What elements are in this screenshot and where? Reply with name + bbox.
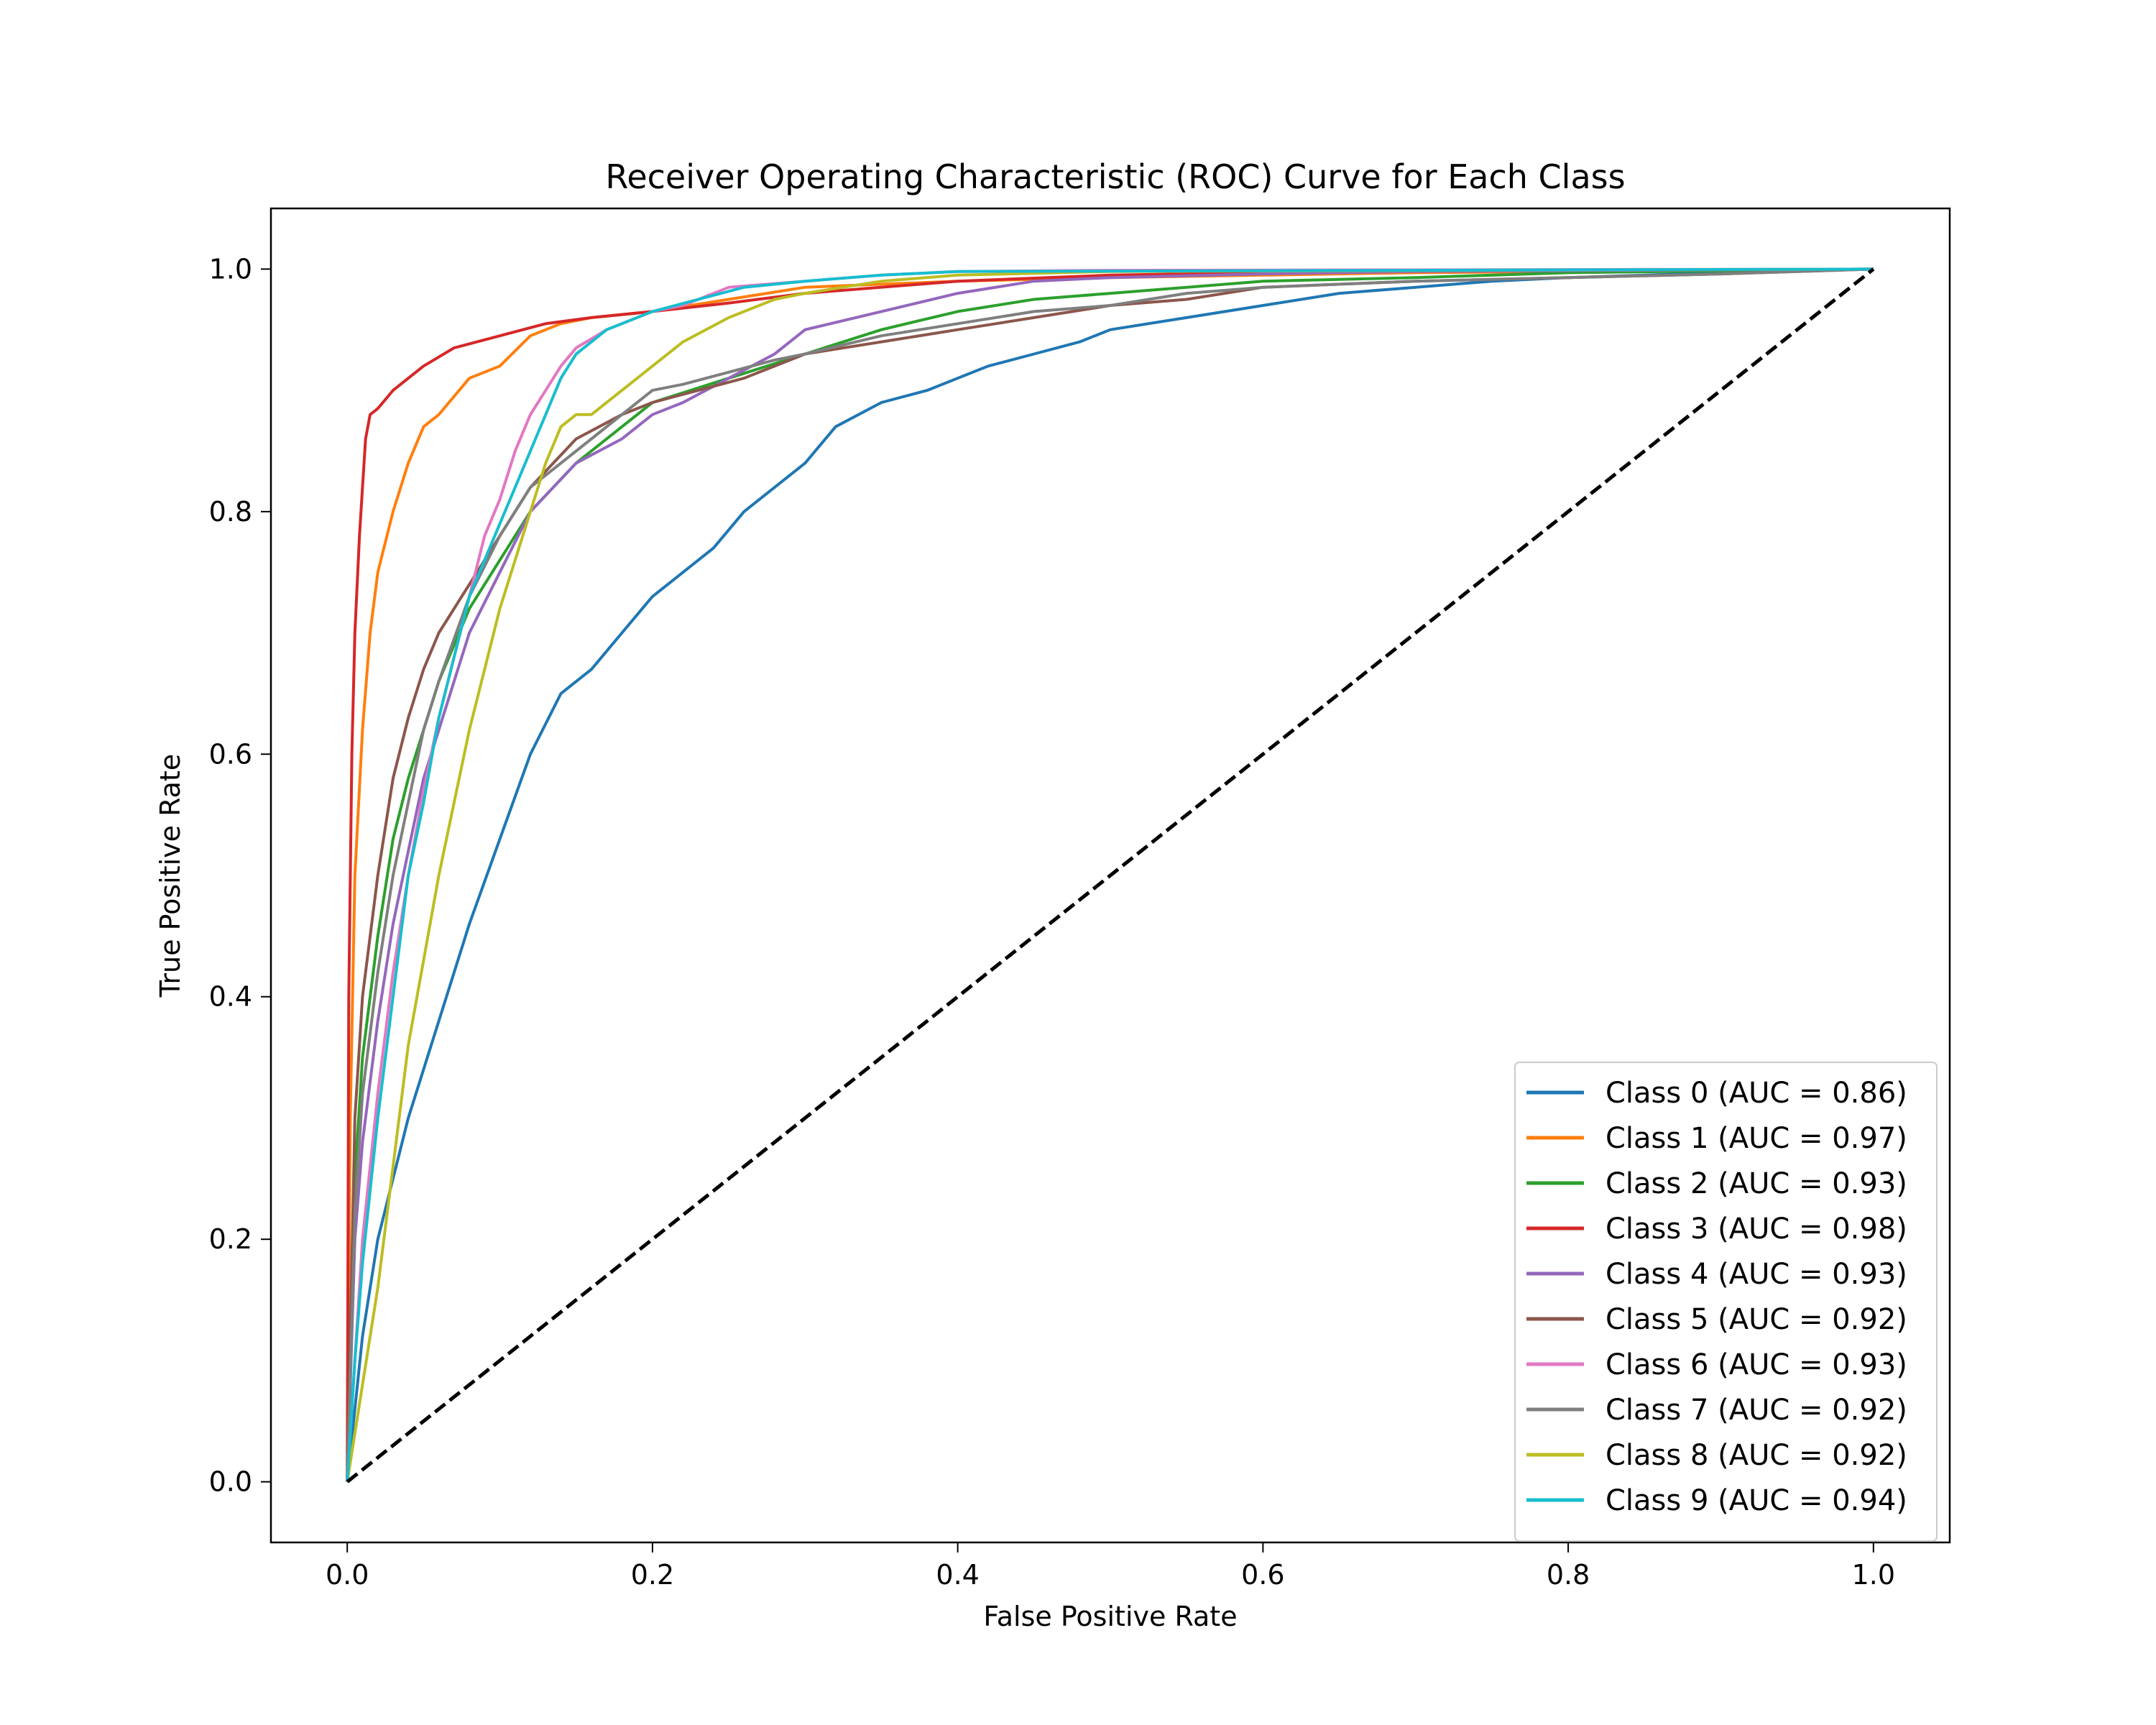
legend-entry-class-7: Class 7 (AUC = 0.92) [1606, 1394, 1907, 1427]
x-tick-label: 0.4 [936, 1559, 979, 1591]
legend-entry-class-2: Class 2 (AUC = 0.93) [1606, 1167, 1907, 1200]
legend: Class 0 (AUC = 0.86) Class 1 (AUC = 0.97)… [1514, 1062, 1938, 1542]
roc-curve-class-2 [346, 267, 1874, 1482]
x-tick-label: 0.2 [631, 1559, 674, 1591]
legend-entry-class-0: Class 0 (AUC = 0.86) [1606, 1077, 1907, 1110]
legend-entry-class-6: Class 6 (AUC = 0.93) [1606, 1348, 1907, 1381]
axis-ticks: 0.0 0.2 0.4 0.6 0.8 1.0 0.0 0.2 0.4 0.6 0.8 1.0 [209, 253, 1895, 1591]
roc-curve-class-7 [346, 267, 1874, 1482]
roc-curve-class-0 [346, 267, 1874, 1482]
y-tick-label: 0.4 [209, 981, 252, 1013]
y-tick-label: 0.0 [209, 1466, 252, 1498]
x-tick-label: 1.0 [1852, 1559, 1895, 1591]
chart-title: Receiver Operating Characteristic (ROC) … [605, 157, 1625, 196]
roc-curve-class-9 [346, 267, 1874, 1482]
y-tick-label: 0.8 [209, 496, 252, 528]
x-tick-label: 0.0 [326, 1559, 369, 1591]
x-axis-label: False Positive Rate [983, 1601, 1237, 1632]
roc-curve-class-4 [346, 267, 1874, 1482]
roc-curve-class-5 [346, 267, 1874, 1482]
legend-entry-class-1: Class 1 (AUC = 0.97) [1606, 1122, 1907, 1155]
x-tick-label: 0.8 [1547, 1559, 1590, 1591]
y-tick-label: 0.2 [209, 1223, 252, 1255]
legend-entry-class-9: Class 9 (AUC = 0.94) [1606, 1484, 1907, 1517]
y-tick-label: 0.6 [209, 738, 252, 770]
plot-area [346, 267, 1875, 1484]
legend-entry-class-3: Class 3 (AUC = 0.98) [1606, 1213, 1907, 1246]
y-tick-label: 1.0 [209, 253, 252, 285]
legend-entry-class-4: Class 4 (AUC = 0.93) [1606, 1258, 1907, 1291]
legend-box [1514, 1062, 1938, 1542]
legend-entry-class-5: Class 5 (AUC = 0.92) [1606, 1303, 1907, 1336]
roc-curve-class-8 [346, 267, 1874, 1482]
x-tick-label: 0.6 [1241, 1559, 1284, 1591]
y-axis-label: True Positive Rate [155, 754, 186, 998]
roc-curve-class-3 [346, 267, 1874, 1482]
chance-diagonal-line [346, 267, 1875, 1484]
legend-entry-class-8: Class 8 (AUC = 0.92) [1606, 1439, 1907, 1472]
plot-frame [270, 207, 1951, 1544]
